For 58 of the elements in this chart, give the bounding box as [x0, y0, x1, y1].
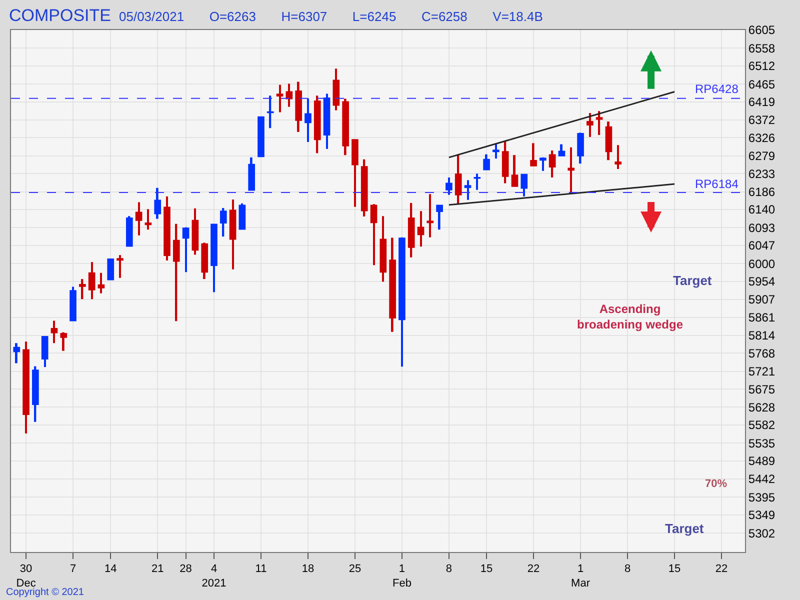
y-tick-label: 6372 [748, 113, 776, 128]
ref-line-label: RP6428 [695, 82, 739, 96]
ref-line-label: RP6184 [695, 177, 739, 191]
text: Copyright © 2021 [6, 587, 84, 598]
x-tick-label: 25 [348, 563, 362, 576]
x-tick-label: 7 [70, 563, 76, 576]
x-tick-label: 15 [480, 563, 493, 576]
annotation: Target [665, 521, 704, 536]
x-tick-label: 14 [104, 563, 117, 576]
y-tick-label: 6279 [748, 149, 776, 164]
chart-subtitle: 05/03/2021 O=6263 H=6307 L=6245 C=6258 V=18.4B [119, 9, 543, 24]
y-tick-label: 6465 [748, 77, 776, 92]
annotation: Target [673, 273, 712, 288]
y-tick-label: 6140 [748, 202, 776, 217]
y-tick-label: 5395 [748, 490, 776, 504]
x-tick-label: 22 [715, 563, 728, 576]
chart-title: COMPOSITE [9, 6, 112, 25]
y-tick-label: 5861 [748, 310, 776, 324]
candlestick [568, 147, 575, 193]
annotation: 70% [705, 478, 728, 490]
y-tick-label: 6512 [748, 59, 776, 74]
y-tick-label: 5768 [748, 346, 776, 360]
y-tick-label: 5442 [748, 472, 776, 486]
y-tick-label: 6093 [748, 220, 776, 235]
x-tick-label: 8 [624, 563, 631, 576]
y-tick-label: 5721 [748, 364, 776, 379]
x-tick-label: 18 [302, 563, 314, 576]
y-tick-label: 6186 [748, 184, 776, 199]
y-tick-label: 5582 [748, 418, 776, 432]
y-tick-label: 6605 [748, 23, 776, 38]
annotation: Ascending broadening wedge [577, 302, 684, 332]
candlestick [426, 194, 434, 238]
y-tick-label: 6233 [748, 166, 776, 181]
y-tick-label: 5675 [748, 382, 776, 396]
x-tick-label: 28 [180, 563, 192, 576]
y-tick-label: 5628 [748, 400, 776, 414]
x-tick-label: 30 Dec [16, 563, 36, 590]
x-tick-label: 21 [151, 563, 164, 576]
x-tick-label: 15 [668, 563, 681, 576]
y-tick-label: 6000 [748, 256, 776, 271]
y-tick-label: 5814 [748, 328, 776, 343]
y-tick-label: 5954 [748, 274, 776, 289]
y-tick-label: 6326 [748, 130, 776, 145]
y-tick-label: 5489 [748, 454, 776, 468]
y-tick-label: 5349 [748, 508, 776, 522]
x-tick-label: 8 [446, 563, 452, 576]
y-tick-label: 5535 [748, 436, 776, 450]
x-tick-label: 11 [255, 563, 267, 576]
y-tick-label: 6419 [748, 95, 776, 110]
x-tick-label: 4 2021 [202, 563, 226, 590]
y-tick-label: 6558 [748, 41, 776, 56]
candlestick [116, 255, 124, 278]
x-tick-label: 1 Mar [571, 563, 590, 590]
y-tick-label: 6047 [748, 238, 776, 253]
y-tick-label: 5302 [748, 526, 776, 540]
x-tick-label: 1 Feb [392, 563, 412, 590]
y-tick-label: 5907 [748, 292, 776, 307]
x-tick-label: 22 [527, 563, 540, 576]
